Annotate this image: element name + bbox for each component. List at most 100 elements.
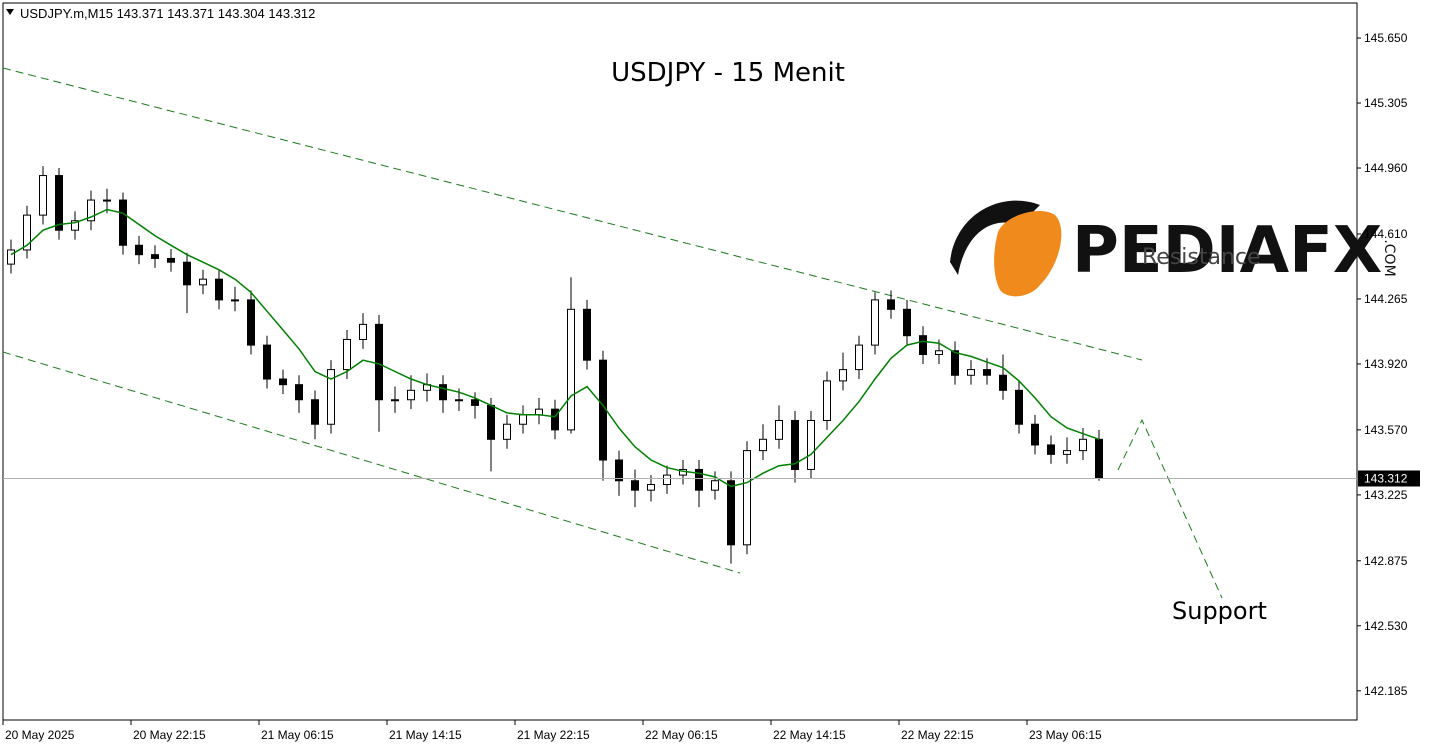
candle-body (263, 344, 271, 380)
logo: PEDIAFX .COM (950, 200, 1397, 297)
candle-body (375, 323, 383, 401)
candle-body (839, 369, 847, 382)
candle-body (23, 214, 31, 251)
y-tick-label: 143.225 (1364, 488, 1408, 502)
candle-body (743, 450, 751, 546)
x-tick-label: 20 May 2025 (5, 728, 75, 742)
candle-body (999, 374, 1007, 391)
candle-body (487, 404, 495, 440)
candle-body (807, 419, 815, 470)
candle-body (1031, 423, 1039, 446)
y-tick-label: 144.610 (1364, 227, 1408, 241)
projection (1117, 418, 1223, 599)
x-tick-label: 21 May 06:15 (261, 728, 334, 742)
x-tick-label: 23 May 06:15 (1029, 728, 1102, 742)
candle-body (471, 399, 479, 406)
candle-body (247, 299, 255, 346)
candle-body (615, 459, 623, 482)
candle-body (791, 419, 799, 470)
candle-body (935, 350, 943, 356)
symbol-info: USDJPY.m,M15 143.371 143.371 143.304 143… (20, 6, 315, 21)
candle-body (1015, 389, 1023, 425)
candle-body (407, 389, 415, 401)
candle-body (759, 438, 767, 452)
candle-body (7, 249, 15, 265)
candle-body (119, 199, 127, 246)
candle-body (1063, 450, 1071, 455)
candle-body (711, 480, 719, 491)
candle-body (295, 384, 303, 401)
chart-title: USDJPY - 15 Menit (611, 58, 845, 88)
x-tick-label: 20 May 22:15 (133, 728, 206, 742)
candle-body (695, 468, 703, 491)
candle-body (951, 350, 959, 376)
logo-suffix: .COM (1381, 239, 1397, 276)
candle-body (967, 369, 975, 376)
x-tick-label: 22 May 22:15 (901, 728, 974, 742)
x-tick-label: 22 May 06:15 (645, 728, 718, 742)
y-tick-label: 143.570 (1364, 423, 1408, 437)
candle-body (183, 261, 191, 286)
candle-body (455, 399, 463, 402)
candle-body (887, 299, 895, 310)
candle-body (311, 399, 319, 425)
logo-mark (994, 211, 1062, 297)
candle-body (39, 175, 47, 216)
channel-lower (2, 351, 741, 574)
candle-body (903, 308, 911, 337)
channel-drawings (2, 67, 1223, 599)
channel-upper (2, 67, 1143, 361)
resistance-label: Resistance (1142, 245, 1261, 270)
current-price-label: 143.312 (1364, 471, 1408, 485)
y-tick-label: 144.265 (1364, 292, 1408, 306)
candle-body (1047, 444, 1055, 455)
candle-body (519, 414, 527, 425)
candle-body (775, 419, 783, 440)
current-price-box (1358, 470, 1420, 487)
candle-body (567, 308, 575, 431)
candle-body (359, 323, 367, 340)
candle-body (199, 278, 207, 286)
candle-body (343, 338, 351, 371)
candle-body (151, 254, 159, 259)
candle-body (87, 199, 95, 222)
moving-average (10, 208, 1100, 488)
x-tick-label: 21 May 14:15 (389, 728, 462, 742)
logo-text: PEDIAFX (1072, 214, 1382, 288)
candle-body (583, 308, 591, 361)
candle-body (919, 335, 927, 356)
plot-frame (2, 2, 1358, 721)
candle-body (551, 408, 559, 431)
candle-body (663, 474, 671, 486)
candle-body (823, 380, 831, 421)
y-tick-label: 142.185 (1364, 684, 1408, 698)
candle-body (279, 378, 287, 386)
candle-body (503, 423, 511, 440)
candle-body (727, 480, 735, 546)
candle-body (167, 257, 175, 263)
candle-body (231, 299, 239, 302)
candle-body (1095, 438, 1103, 479)
candle-body (983, 369, 991, 376)
candle-body (439, 384, 447, 401)
candle-body (55, 175, 63, 231)
candle-body (71, 220, 79, 231)
candle-body (135, 244, 143, 256)
candle-body (871, 299, 879, 346)
x-tick-label: 21 May 22:15 (517, 728, 590, 742)
candle-body (391, 399, 399, 402)
y-tick-label: 142.530 (1364, 619, 1408, 633)
candle-body (631, 480, 639, 491)
candle-body (215, 278, 223, 301)
y-tick-label: 144.960 (1364, 161, 1408, 175)
y-tick-label: 143.920 (1364, 357, 1408, 371)
y-tick-label: 142.875 (1364, 554, 1408, 568)
candle-body (535, 408, 543, 416)
candle-body (1079, 438, 1087, 452)
info-arrow (6, 9, 14, 15)
y-tick-label: 145.305 (1364, 96, 1408, 110)
y-tick-label: 145.650 (1364, 31, 1408, 45)
candle-body (855, 344, 863, 371)
